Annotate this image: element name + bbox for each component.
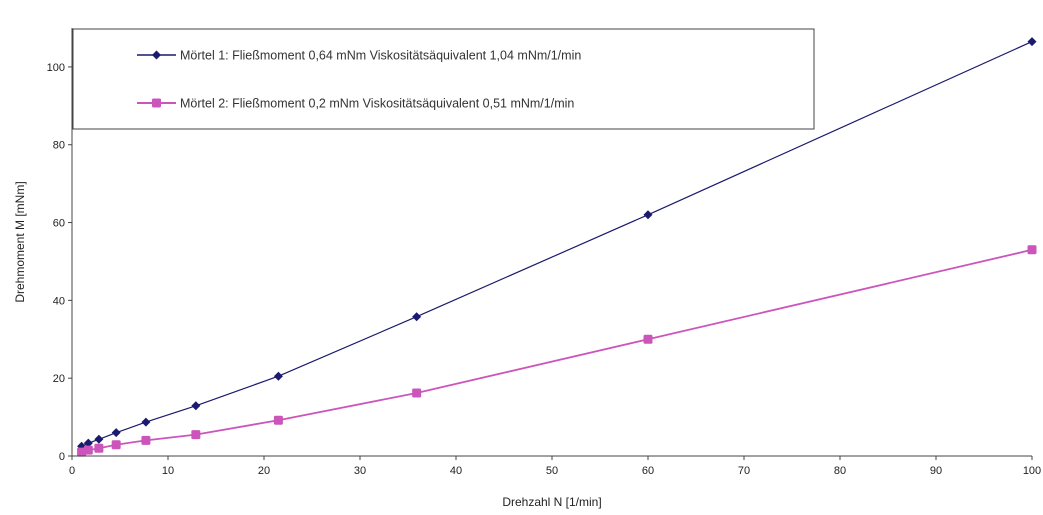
series-2-point (643, 334, 653, 344)
series-1-point (111, 428, 121, 438)
series-1-point (643, 210, 653, 220)
series-1-point (273, 371, 283, 381)
x-tick-label: 100 (1023, 465, 1041, 477)
x-tick-label: 90 (930, 465, 942, 477)
legend: Mörtel 1: Fließmoment 0,64 mNm Viskositä… (72, 28, 815, 130)
x-tick-label: 70 (738, 465, 750, 477)
series-2-line (81, 248, 1033, 453)
y-tick-label: 80 (53, 140, 65, 152)
series-1-point (94, 434, 104, 444)
series-2-point (412, 388, 422, 398)
y-tick-label: 40 (53, 295, 65, 307)
series-2-point (141, 435, 151, 445)
series-2-point (1027, 245, 1037, 255)
series-1-point (412, 312, 422, 322)
series-2-point (94, 443, 104, 453)
series-1-line (81, 41, 1033, 447)
series-1-point (1027, 37, 1037, 47)
series-2-point (273, 415, 283, 425)
legend-items: Mörtel 1: Fließmoment 0,64 mNm Viskositä… (137, 49, 581, 111)
legend-marker (152, 98, 161, 108)
x-tick-label: 30 (354, 465, 366, 477)
x-tick-label: 80 (834, 465, 846, 477)
y-tick-label: 100 (47, 62, 65, 74)
x-ticks: 0 10 20 30 40 50 60 70 80 90 100 (69, 456, 1041, 477)
x-tick-label: 0 (69, 465, 75, 477)
y-axis-title: Drehmoment M [mNm] (13, 181, 27, 302)
x-axis-title: Drehzahl N [1/min] (502, 495, 601, 509)
y-ticks: 0 20 40 60 80 100 (47, 62, 72, 463)
legend-box (72, 28, 815, 130)
series-1-point (191, 401, 201, 411)
x-tick-label: 10 (162, 465, 174, 477)
y-tick-label: 60 (53, 218, 65, 230)
series-2 (77, 245, 1037, 457)
x-tick-label: 40 (450, 465, 462, 477)
series-2-point (191, 430, 201, 440)
y-tick-label: 20 (53, 373, 65, 385)
legend-item-2: Mörtel 2: Fließmoment 0,2 mNm Viskosität… (137, 97, 574, 111)
y-tick-label: 0 (59, 451, 65, 463)
series-1-point (83, 438, 93, 448)
legend-label: Mörtel 1: Fließmoment 0,64 mNm Viskositä… (180, 49, 581, 63)
series-2-point (83, 445, 93, 455)
series-1-point (141, 417, 151, 427)
legend-item-1: Mörtel 1: Fließmoment 0,64 mNm Viskositä… (137, 49, 581, 63)
series-2-point (111, 440, 121, 450)
x-tick-label: 50 (546, 465, 558, 477)
x-tick-label: 60 (642, 465, 654, 477)
legend-label: Mörtel 2: Fließmoment 0,2 mNm Viskosität… (180, 97, 574, 111)
series-layer (77, 37, 1037, 457)
x-tick-label: 20 (258, 465, 270, 477)
legend-marker (152, 50, 161, 60)
